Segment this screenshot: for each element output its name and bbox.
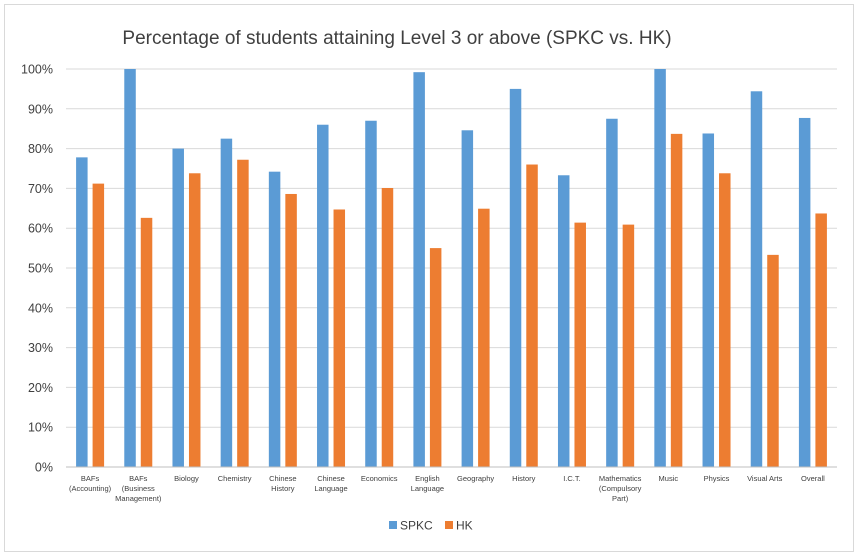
bars [76, 69, 827, 468]
x-category-label: History [271, 484, 295, 493]
x-category-label: Physics [704, 474, 730, 483]
bar-spkc [606, 118, 618, 467]
bar-spkc [702, 133, 715, 468]
bar-hk [670, 133, 683, 467]
bar-spkc [124, 69, 136, 467]
legend-label-hk: HK [456, 519, 473, 533]
y-tick-label: 80% [28, 142, 53, 156]
y-tick-label: 60% [28, 222, 53, 236]
x-category-label: (Accounting) [69, 484, 112, 493]
bar-hk [815, 213, 827, 467]
x-category-label: (Compulsory [599, 484, 642, 493]
bar-hk [381, 188, 394, 467]
chart-title: Percentage of students attaining Level 3… [122, 28, 671, 49]
y-tick-label: 90% [28, 102, 53, 116]
bar-spkc [798, 117, 811, 467]
x-category-label: Chemistry [218, 474, 252, 483]
bar-spkc [268, 171, 281, 467]
x-category-label: Language [411, 484, 444, 493]
x-category-label: Economics [361, 474, 398, 483]
bar-hk [526, 164, 538, 467]
x-category-label: (Business [122, 484, 155, 493]
bar-spkc [461, 130, 474, 467]
bar-spkc [220, 138, 233, 467]
y-axis-ticks: 0% 10% 20% 30% 40% 50% 60% 70% 80% 90% 100% [21, 63, 53, 475]
legend: SPKC HK [389, 519, 473, 533]
bar-spkc [317, 124, 329, 467]
bar-hk [285, 193, 297, 467]
x-category-label: I.C.T. [563, 474, 581, 483]
bar-spkc [557, 175, 570, 467]
bar-hk [92, 183, 105, 467]
chart-frame: Percentage of students attaining Level 3… [4, 4, 854, 552]
bar-hk [622, 224, 635, 467]
bar-hk [237, 159, 249, 468]
bar-hk [719, 173, 731, 467]
x-category-label: Visual Arts [747, 474, 783, 483]
x-category-label: Mathematics [599, 474, 642, 483]
x-category-label: Management) [115, 494, 162, 503]
y-tick-label: 30% [28, 341, 53, 355]
y-tick-label: 70% [28, 182, 53, 196]
y-tick-label: 40% [28, 301, 53, 315]
bar-hk [140, 217, 153, 467]
bar-spkc [654, 69, 666, 467]
x-category-label: BAFs [81, 474, 100, 483]
x-category-label: Part) [612, 494, 629, 503]
bar-spkc [365, 120, 377, 468]
bar-spkc [76, 157, 88, 468]
bar-spkc [172, 148, 184, 467]
x-category-label: Language [314, 484, 347, 493]
legend-label-spkc: SPKC [400, 519, 433, 533]
y-tick-label: 100% [21, 63, 53, 77]
bar-spkc [413, 72, 425, 468]
x-category-label: Chinese [317, 474, 345, 483]
y-tick-label: 0% [35, 461, 53, 475]
bar-hk [188, 173, 201, 467]
y-tick-label: 20% [28, 381, 53, 395]
x-category-label: History [512, 474, 536, 483]
bar-spkc [509, 88, 522, 468]
y-tick-label: 10% [28, 421, 53, 435]
bar-chart: Percentage of students attaining Level 3… [21, 28, 837, 533]
x-category-label: English [415, 474, 440, 483]
x-category-label: Music [659, 474, 679, 483]
bar-hk [333, 209, 346, 468]
y-tick-label: 50% [28, 262, 53, 276]
legend-swatch-spkc [389, 521, 397, 529]
x-category-label: BAFs [129, 474, 148, 483]
legend-swatch-hk [445, 521, 453, 529]
bar-hk [429, 248, 442, 467]
x-category-label: Geography [457, 474, 494, 483]
bar-spkc [750, 91, 763, 467]
bar-hk [767, 254, 779, 467]
x-axis-categories: BAFs(Accounting)BAFs(BusinessManagement)… [69, 474, 825, 503]
bar-hk [574, 222, 586, 467]
x-category-label: Biology [174, 474, 199, 483]
x-category-label: Overall [801, 474, 825, 483]
x-category-label: Chinese [269, 474, 297, 483]
bar-hk [478, 208, 490, 467]
